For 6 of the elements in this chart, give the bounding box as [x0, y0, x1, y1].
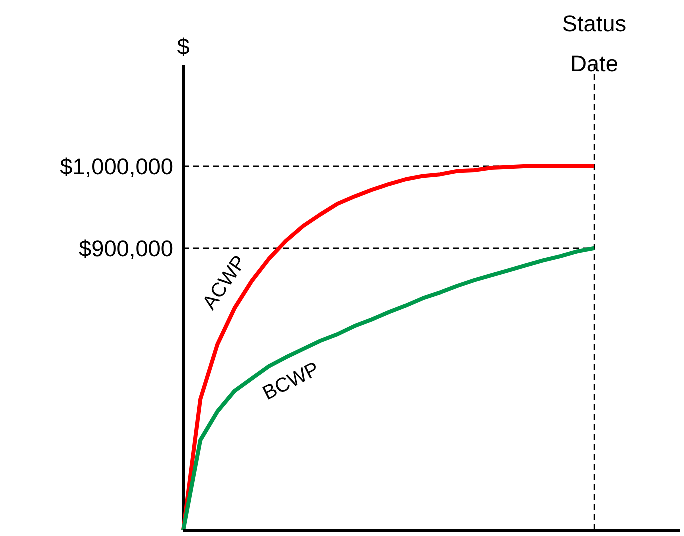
y-tick-label: $1,000,000 [60, 153, 174, 180]
line-series [182, 164, 596, 530]
line-series [182, 246, 596, 530]
y-axis-title: $ [177, 34, 190, 60]
y-tick-label: $900,000 [79, 235, 174, 262]
text: Status Date [562, 10, 627, 76]
